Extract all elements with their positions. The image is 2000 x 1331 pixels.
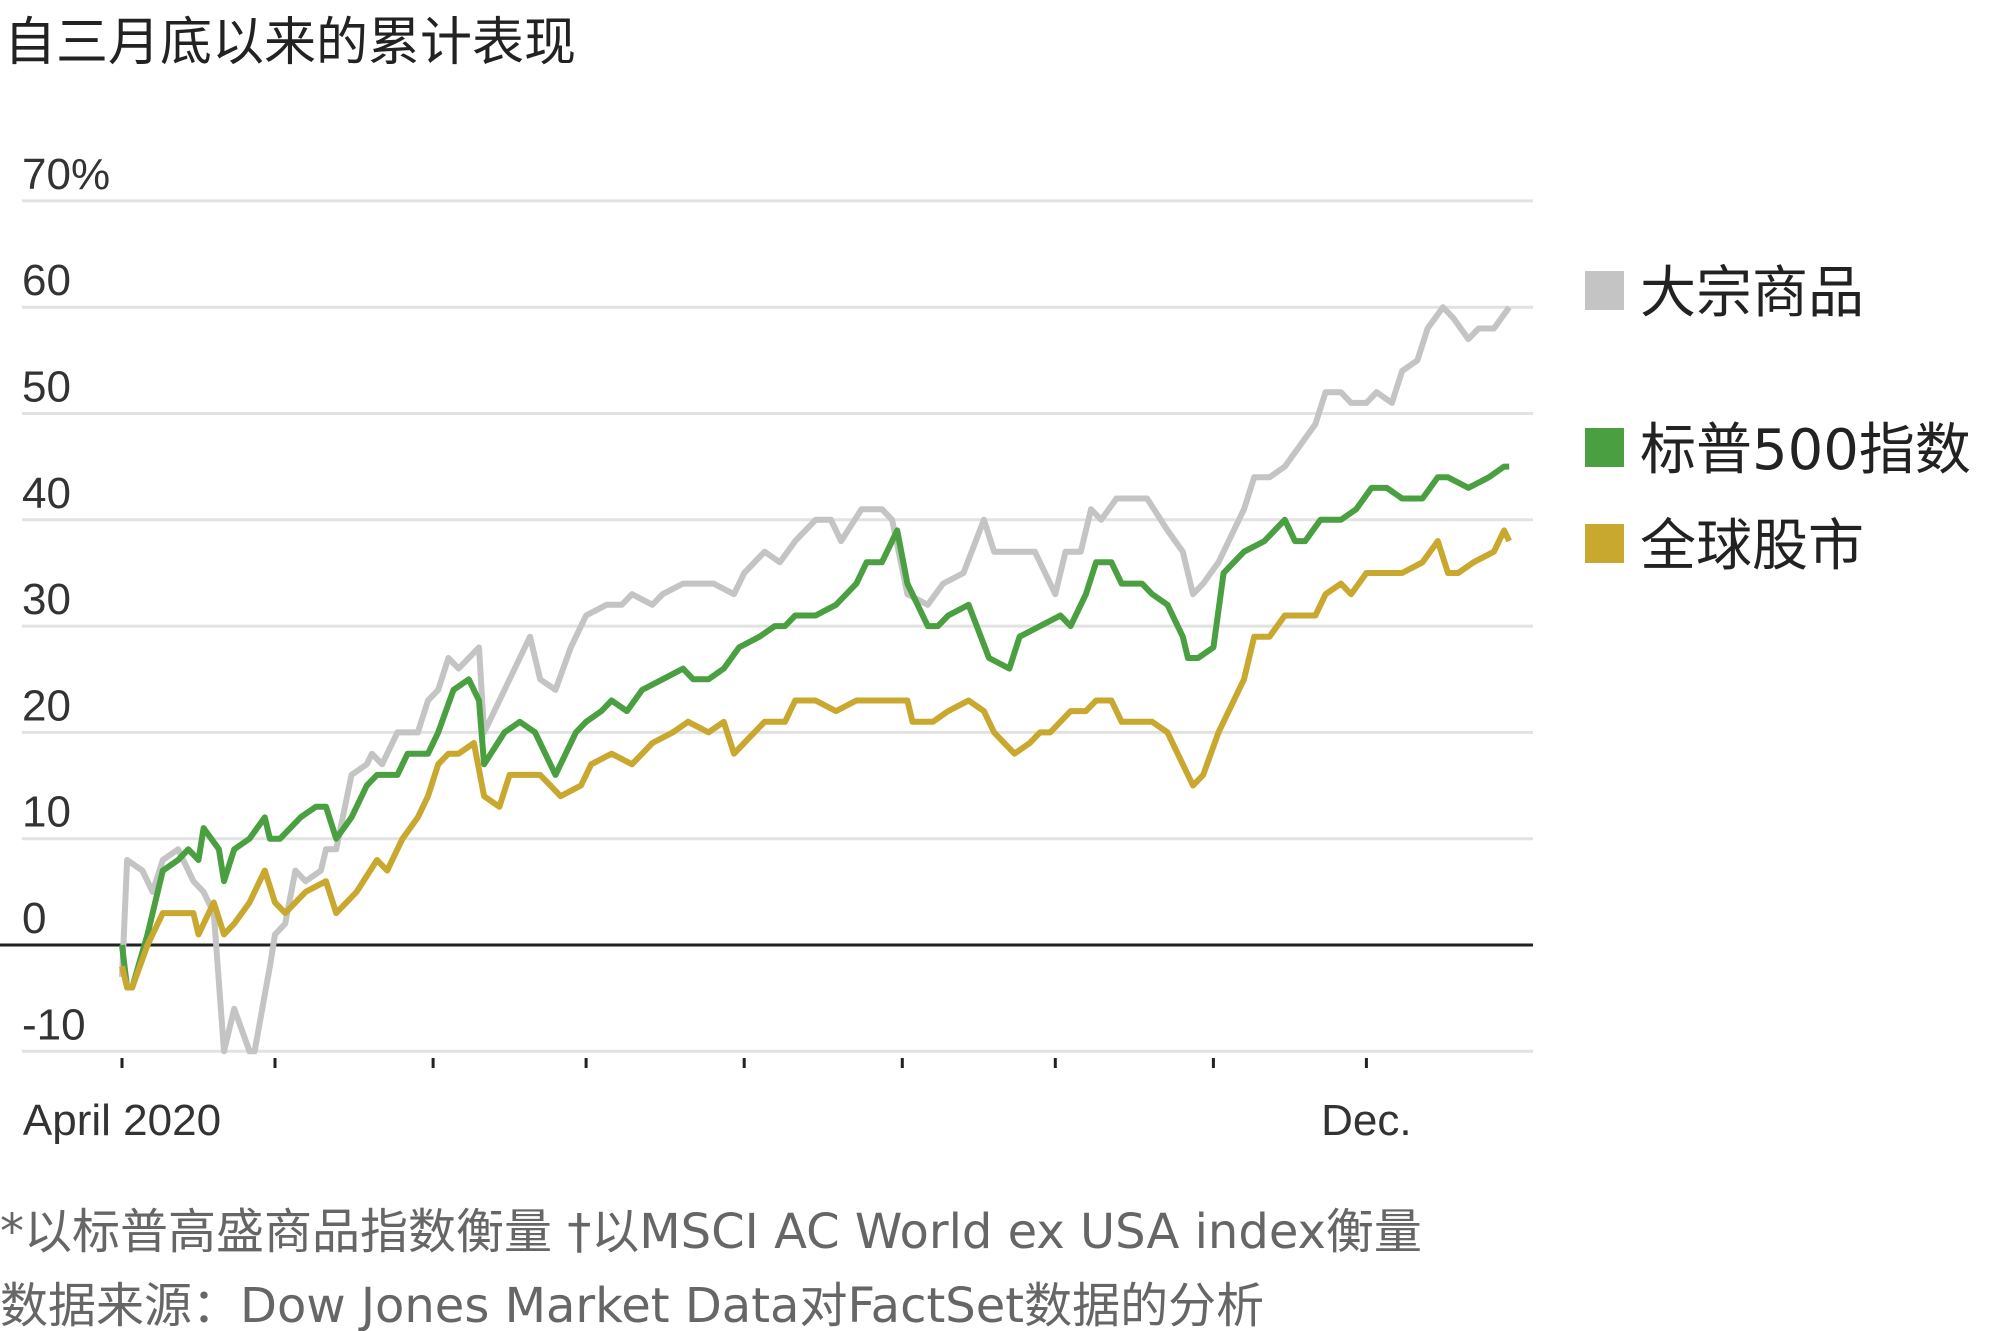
gridlines xyxy=(0,199,1533,1053)
x-tick-label: April 2020 xyxy=(23,1096,221,1145)
y-tick-label: 70% xyxy=(22,150,110,199)
footnote-2: 数据来源：Dow Jones Market Data对FactSet数据的分析 xyxy=(0,1278,1264,1331)
series-line xyxy=(119,304,1512,1055)
legend-label: 大宗商品 xyxy=(1640,261,1864,326)
y-tick-label: 40 xyxy=(22,469,71,518)
legend-swatch xyxy=(1585,271,1624,310)
legend-label: 标普500指数 xyxy=(1640,418,1971,483)
y-tick-label: 30 xyxy=(22,575,71,624)
chart-title: 自三月底以来的累计表现 xyxy=(4,13,576,73)
y-tick-label: 50 xyxy=(22,363,71,412)
x-tick-label: Dec. xyxy=(1321,1096,1411,1145)
legend-swatch xyxy=(1585,524,1624,563)
y-tick-label: 20 xyxy=(22,681,71,730)
y-tick-label: -10 xyxy=(22,1000,86,1049)
y-axis: 70% 60 50 40 30 20 10 0 -10 xyxy=(22,150,110,1049)
y-tick-label: 10 xyxy=(22,788,71,837)
footnote-1: *以标普高盛商品指数衡量 †以MSCI AC World ex USA inde… xyxy=(0,1204,1422,1260)
series-lines xyxy=(119,304,1512,1055)
x-axis: April 2020 Dec. xyxy=(23,1058,1412,1145)
legend-swatch xyxy=(1585,428,1624,467)
y-tick-label: 0 xyxy=(22,894,46,943)
legend-label: 全球股市 xyxy=(1640,514,1864,579)
series-line xyxy=(119,463,1510,991)
y-tick-label: 60 xyxy=(22,256,71,305)
series-line xyxy=(119,527,1512,991)
